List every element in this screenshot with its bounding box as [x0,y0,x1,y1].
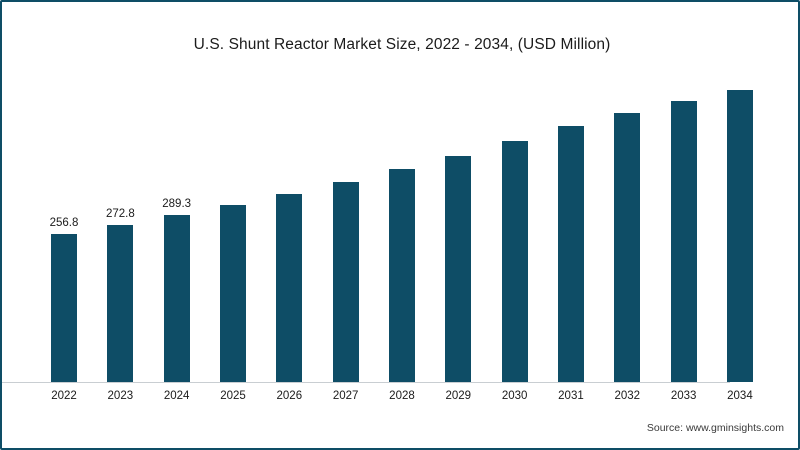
x-tick-label: 2025 [220,390,246,402]
bar-slot [489,82,541,382]
bar[interactable] [670,101,697,382]
bar-value-label: 272.8 [105,208,135,220]
x-tick-label: 2024 [163,390,190,402]
bar-slot: 256.8 [38,82,90,382]
x-tick-label: 2027 [332,390,359,402]
bar-slot [320,82,372,382]
bar[interactable] [276,194,303,382]
x-tick-label: 2026 [276,390,303,402]
x-tick-label: 2032 [614,390,641,402]
bar-slot [601,82,653,382]
x-axis-labels: 2022 2023 2024 2025 2026 2027 2028 2029 2030 2031… [38,390,766,402]
chart-title: U.S. Shunt Reactor Market Size, 2022 - 2… [193,36,611,53]
bar[interactable] [614,113,641,382]
bar[interactable] [51,234,77,382]
x-tick-label: 2031 [558,390,584,402]
bar-slot [432,82,484,382]
bar[interactable] [219,205,246,382]
bar[interactable] [557,126,584,382]
bar[interactable] [445,156,472,382]
bar-slot: 289.3 [151,82,203,382]
bar-slot [263,82,315,382]
bar-value-label: 256.8 [49,217,79,229]
bar[interactable] [388,169,415,382]
bar[interactable] [107,225,134,382]
bar[interactable] [726,90,753,382]
bars-row: 256.8 272.8 289.3 [38,82,766,382]
plot-area: 256.8 272.8 289.3 [38,82,766,382]
x-tick-label: 2028 [389,390,415,402]
x-axis-line [2,382,730,383]
x-tick-label: 2029 [445,390,472,402]
bar[interactable] [332,182,359,382]
bar-value-label: 289.3 [162,198,192,210]
bar-slot [545,82,597,382]
bar-slot [658,82,710,382]
x-tick-label: 2023 [107,390,134,402]
x-tick-label: 2033 [670,390,697,402]
bar-slot [376,82,428,382]
bar-slot: 272.8 [94,82,146,382]
bar[interactable] [163,215,190,382]
x-tick-label: 2022 [51,390,77,402]
source-note: Source: www.gminsights.com [646,422,784,434]
bar[interactable] [501,141,528,382]
x-tick-label: 2034 [727,390,753,402]
bar-slot [207,82,259,382]
x-tick-label: 2030 [501,390,528,402]
bar-slot [714,82,766,382]
